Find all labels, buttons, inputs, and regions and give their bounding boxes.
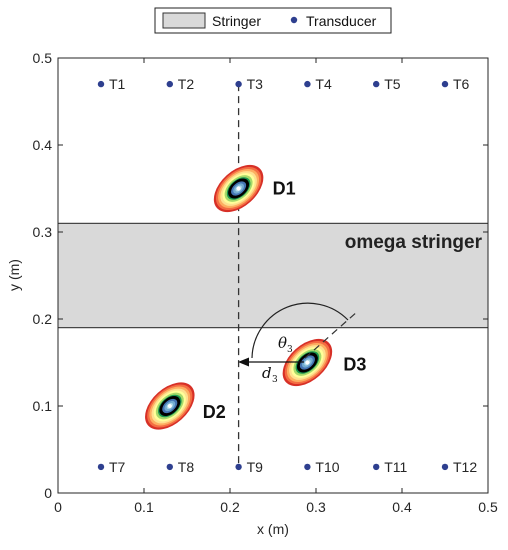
transducer-t8-marker bbox=[166, 463, 173, 471]
transducer-t12-label: T12 bbox=[453, 459, 477, 475]
transducer-t9-marker bbox=[235, 463, 242, 471]
y-axis: 0 0.1 0.2 0.3 0.4 0.5 bbox=[33, 50, 488, 501]
transducer-t10-label: T10 bbox=[315, 459, 339, 475]
x-axis: 0 0.1 0.2 0.3 0.4 0.5 bbox=[54, 58, 498, 515]
damage-label-d3: D3 bbox=[343, 355, 366, 375]
stringer-label: omega stringer bbox=[345, 232, 483, 253]
damage-d2-contour bbox=[145, 382, 195, 430]
transducer-t4-marker bbox=[304, 80, 311, 88]
damage-label-d1: D1 bbox=[273, 179, 296, 199]
y-axis-label: y (m) bbox=[6, 259, 22, 291]
legend-transducer-marker bbox=[290, 16, 298, 24]
angle-arc bbox=[251, 302, 349, 359]
y-tick-label: 0.2 bbox=[33, 311, 53, 327]
transducer-t4-label: T4 bbox=[315, 76, 332, 92]
x-tick-label: 0.4 bbox=[392, 499, 412, 515]
x-tick-label: 0.3 bbox=[306, 499, 326, 515]
damage-center-marker bbox=[236, 186, 241, 191]
legend: Stringer Transducer bbox=[154, 7, 392, 34]
damage-d3-contour bbox=[282, 338, 333, 387]
plot-frame bbox=[57, 57, 489, 494]
y-tick-label: 0.1 bbox=[33, 398, 53, 414]
damage-center-marker bbox=[305, 360, 310, 365]
transducer-t7-marker bbox=[97, 463, 105, 471]
transducer-t5-marker bbox=[373, 80, 380, 88]
transducer-t8-label: T8 bbox=[178, 459, 195, 475]
damage-labels: D1 D2 D3 bbox=[203, 179, 367, 423]
x-tick-label: 0.1 bbox=[134, 499, 154, 515]
angle-subscript: 3 bbox=[287, 345, 293, 355]
distance-symbol: d bbox=[262, 364, 272, 382]
x-axis-label: x (m) bbox=[257, 521, 289, 537]
y-tick-label: 0.3 bbox=[33, 224, 53, 240]
legend-label-stringer: Stringer bbox=[212, 13, 261, 29]
transducer-t12-marker bbox=[441, 463, 449, 471]
transducers: T1 T2 T3 T4 T5 T6 T7 T8 T9 T10 T11 T12 bbox=[97, 76, 477, 475]
transducer-t2-label: T2 bbox=[178, 76, 195, 92]
transducer-t6-label: T6 bbox=[453, 76, 470, 92]
transducer-t3-label: T3 bbox=[247, 76, 264, 92]
x-tick-label: 0.2 bbox=[220, 499, 240, 515]
legend-stringer-swatch bbox=[162, 12, 206, 29]
damage-contours bbox=[145, 164, 333, 430]
y-tick-label: 0.4 bbox=[33, 137, 53, 153]
transducer-t11-label: T11 bbox=[384, 459, 407, 475]
x-tick-label: 0 bbox=[54, 499, 62, 515]
transducer-t5-label: T5 bbox=[384, 76, 401, 92]
y-tick-label: 0 bbox=[44, 485, 52, 501]
transducer-t6-marker bbox=[441, 80, 449, 88]
transducer-t9-label: T9 bbox=[247, 459, 264, 475]
transducer-t11-marker bbox=[373, 463, 380, 471]
transducer-t10-marker bbox=[304, 463, 311, 471]
y-tick-label: 0.5 bbox=[33, 50, 53, 66]
transducer-t7-label: T7 bbox=[109, 459, 126, 475]
transducer-t1-marker bbox=[97, 80, 105, 88]
legend-label-transducer: Transducer bbox=[306, 13, 377, 29]
d3-annotation: θ 3 d 3 bbox=[238, 302, 359, 385]
damage-center-marker bbox=[167, 404, 172, 408]
damage-d1-contour bbox=[213, 164, 264, 213]
distance-subscript: 3 bbox=[272, 375, 278, 385]
transducer-t2-marker bbox=[166, 80, 173, 88]
x-tick-label: 0.5 bbox=[478, 499, 498, 515]
transducer-t3-marker bbox=[235, 80, 242, 88]
distance-arrowhead bbox=[238, 357, 249, 367]
angle-symbol: θ bbox=[278, 334, 287, 352]
transducer-t1-label: T1 bbox=[109, 76, 126, 92]
damage-label-d2: D2 bbox=[203, 402, 226, 422]
stringer-region bbox=[57, 222, 489, 329]
